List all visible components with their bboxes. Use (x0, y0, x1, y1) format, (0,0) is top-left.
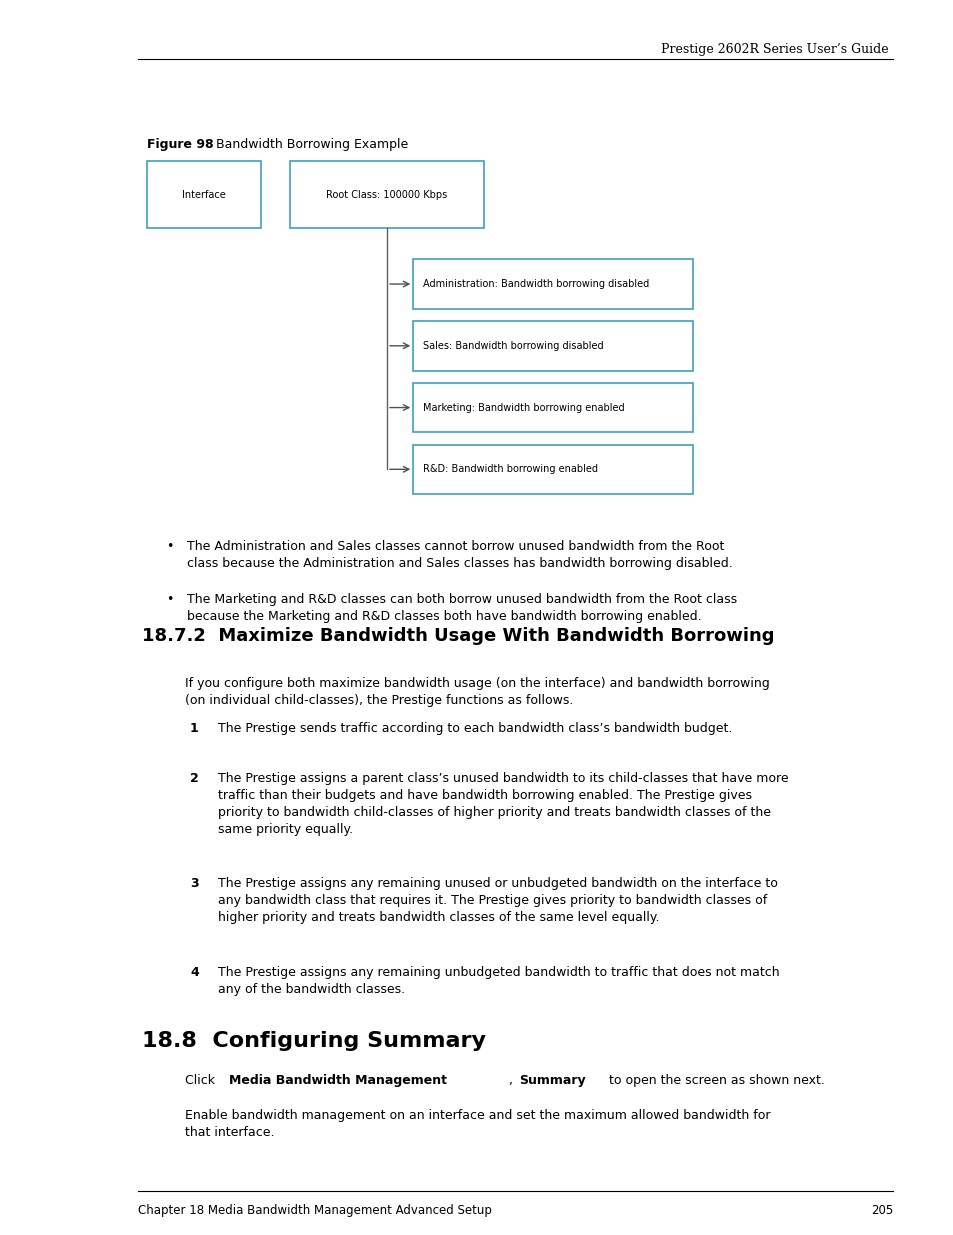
FancyBboxPatch shape (413, 259, 693, 309)
Text: Enable bandwidth management on an interface and set the maximum allowed bandwidt: Enable bandwidth management on an interf… (185, 1109, 770, 1139)
Text: The Administration and Sales classes cannot borrow unused bandwidth from the Roo: The Administration and Sales classes can… (187, 540, 732, 569)
FancyBboxPatch shape (147, 161, 261, 228)
Text: 4: 4 (190, 966, 198, 979)
Text: 205: 205 (870, 1204, 892, 1218)
Text: to open the screen as shown next.: to open the screen as shown next. (604, 1074, 824, 1088)
Text: Administration: Bandwidth borrowing disabled: Administration: Bandwidth borrowing disa… (422, 279, 648, 289)
FancyBboxPatch shape (413, 383, 693, 432)
Text: The Prestige assigns a parent class’s unused bandwidth to its child-classes that: The Prestige assigns a parent class’s un… (218, 772, 788, 836)
FancyBboxPatch shape (413, 321, 693, 370)
Text: Sales: Bandwidth borrowing disabled: Sales: Bandwidth borrowing disabled (422, 341, 602, 351)
Text: Click: Click (185, 1074, 219, 1088)
Text: The Prestige sends traffic according to each bandwidth class’s bandwidth budget.: The Prestige sends traffic according to … (218, 722, 732, 736)
Text: •: • (166, 540, 173, 553)
Text: Bandwidth Borrowing Example: Bandwidth Borrowing Example (215, 138, 408, 152)
Text: 2: 2 (190, 772, 198, 785)
Text: 18.8  Configuring Summary: 18.8 Configuring Summary (142, 1031, 486, 1051)
Text: Interface: Interface (182, 189, 226, 200)
Text: 1: 1 (190, 722, 198, 736)
FancyBboxPatch shape (413, 445, 693, 494)
Text: 3: 3 (190, 877, 198, 890)
Text: •: • (166, 593, 173, 606)
Text: Marketing: Bandwidth borrowing enabled: Marketing: Bandwidth borrowing enabled (422, 403, 623, 412)
Text: The Prestige assigns any remaining unbudgeted bandwidth to traffic that does not: The Prestige assigns any remaining unbud… (218, 966, 780, 995)
FancyBboxPatch shape (290, 161, 484, 228)
Text: Chapter 18 Media Bandwidth Management Advanced Setup: Chapter 18 Media Bandwidth Management Ad… (137, 1204, 491, 1218)
Text: ,: , (509, 1074, 517, 1088)
Text: R&D: Bandwidth borrowing enabled: R&D: Bandwidth borrowing enabled (422, 464, 598, 474)
Text: Media Bandwidth Management: Media Bandwidth Management (229, 1074, 446, 1088)
Text: Summary: Summary (518, 1074, 585, 1088)
Text: Figure 98: Figure 98 (147, 138, 213, 152)
Text: The Prestige assigns any remaining unused or unbudgeted bandwidth on the interfa: The Prestige assigns any remaining unuse… (218, 877, 778, 924)
Text: The Marketing and R&D classes can both borrow unused bandwidth from the Root cla: The Marketing and R&D classes can both b… (187, 593, 737, 622)
Text: Prestige 2602R Series User’s Guide: Prestige 2602R Series User’s Guide (659, 43, 887, 57)
Text: Root Class: 100000 Kbps: Root Class: 100000 Kbps (326, 189, 447, 200)
Text: If you configure both maximize bandwidth usage (on the interface) and bandwidth : If you configure both maximize bandwidth… (185, 677, 769, 706)
Text: 18.7.2  Maximize Bandwidth Usage With Bandwidth Borrowing: 18.7.2 Maximize Bandwidth Usage With Ban… (142, 627, 774, 646)
